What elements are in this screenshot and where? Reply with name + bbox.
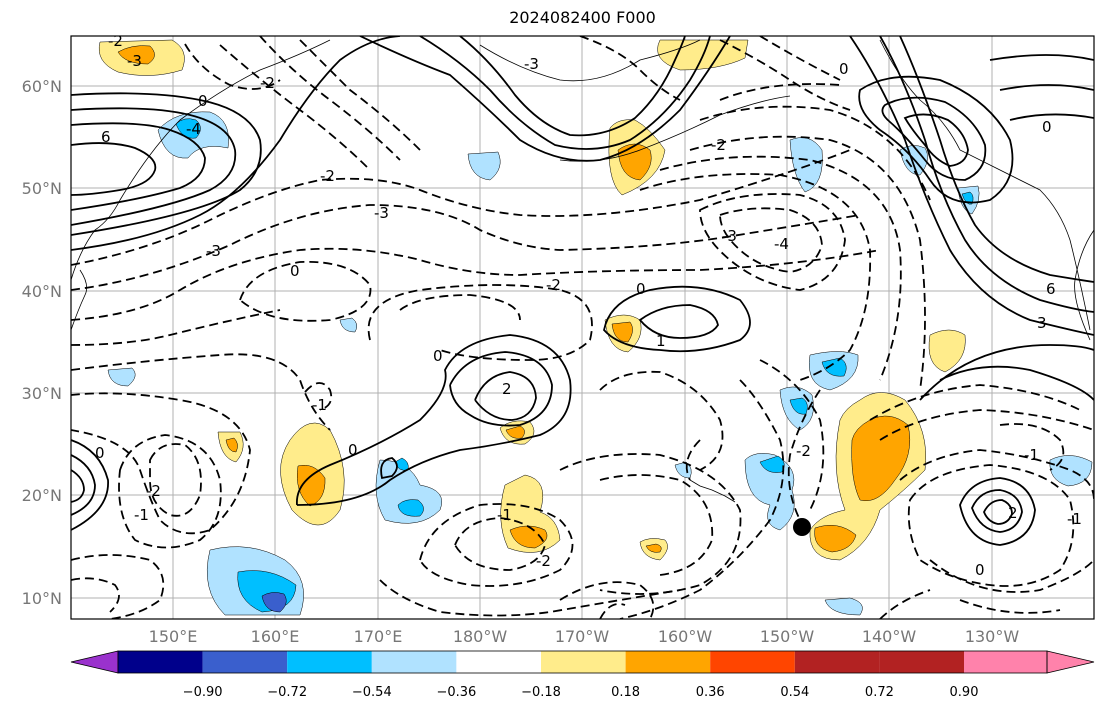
page-title: 2024082400 F000 xyxy=(509,8,656,27)
lat-tick-label: 20°N xyxy=(22,486,62,505)
colorbar-segment xyxy=(710,651,795,673)
lon-tick-label: 160°E xyxy=(251,627,300,646)
colorbar-segment xyxy=(118,651,203,673)
colorbar-segment xyxy=(202,651,288,673)
lat-tick-label: 60°N xyxy=(22,77,62,96)
contour-label: -2 xyxy=(796,442,811,460)
contour-label: -1 xyxy=(312,396,327,414)
contour-label: -3 xyxy=(206,242,221,260)
colorbar-segment xyxy=(287,651,372,673)
colorbar-label: −0.90 xyxy=(183,685,223,700)
contour-label: 0 xyxy=(636,280,646,298)
colorbar-segment xyxy=(879,651,964,673)
contour-label: 6 xyxy=(101,128,111,146)
contour-label: -1 xyxy=(1067,510,1082,528)
colorbar-label: −0.36 xyxy=(436,685,476,700)
contour-label: -2 xyxy=(320,167,335,185)
lon-tick-label: 150°E xyxy=(149,627,198,646)
colorbar-label: −0.18 xyxy=(521,685,561,700)
lat-tick-label: 10°N xyxy=(22,589,62,608)
contour-label: -1 xyxy=(134,506,149,524)
lon-axis: 150°E 160°E 170°E 180°W 170°W 160°W 150°… xyxy=(149,627,1020,646)
contour-label: 0 xyxy=(348,441,358,459)
colorbar: −0.90 −0.72 −0.54 −0.36 −0.18 0.18 0.36 … xyxy=(70,650,1095,700)
contour-label: 0 xyxy=(839,60,849,78)
contour-label: -1 xyxy=(497,506,512,524)
contour-label: -2 xyxy=(546,276,561,294)
contour-label: -1 xyxy=(1024,446,1039,464)
colorbar-arrow-left xyxy=(70,650,119,674)
contours-negative xyxy=(71,36,1094,619)
contour-label: 0 xyxy=(198,92,208,110)
contour-label: -2 xyxy=(108,32,123,50)
lon-tick-label: 150°W xyxy=(760,627,815,646)
contour-label: -3 xyxy=(524,55,539,73)
colorbar-labels: −0.90 −0.72 −0.54 −0.36 −0.18 0.18 0.36 … xyxy=(183,685,979,700)
colorbar-label: 0.72 xyxy=(865,685,894,700)
colorbar-segment xyxy=(794,651,880,673)
colorbar-arrow-right xyxy=(1046,650,1095,674)
lat-tick-label: 30°N xyxy=(22,384,62,403)
contours-positive xyxy=(71,36,1094,546)
colorbar-segment xyxy=(541,651,626,673)
map-frame xyxy=(70,35,1095,620)
contour-label: -2 xyxy=(260,74,275,92)
contour-label: -2 xyxy=(146,482,161,500)
lon-tick-label: 130°W xyxy=(965,627,1020,646)
contour-labels: -2 -3 -3 -2 0 -4 6 -2 -3 -3 0 0 -1 0 0 2… xyxy=(95,32,1082,579)
contour-label: -4 xyxy=(186,120,201,138)
contour-label: 0 xyxy=(433,347,443,365)
map-content: -2 -3 -3 -2 0 -4 6 -2 -3 -3 0 0 -1 0 0 2… xyxy=(71,32,1094,619)
contour-label: 6 xyxy=(1046,280,1056,298)
colorbar-frame xyxy=(117,650,1048,674)
colorbar-segment xyxy=(625,651,711,673)
colorbar-label: 0.90 xyxy=(950,685,979,700)
lat-axis: 60°N 50°N 40°N 30°N 20°N 10°N xyxy=(22,77,62,608)
colorbar-segment xyxy=(456,651,541,673)
contour-label: -2 xyxy=(711,136,726,154)
contour-label: 2 xyxy=(502,380,512,398)
colorbar-label: −0.72 xyxy=(267,685,307,700)
lon-tick-label: 180°W xyxy=(453,627,508,646)
lon-tick-label: 160°W xyxy=(658,627,713,646)
colorbar-label: 0.36 xyxy=(696,685,725,700)
colorbar-segment xyxy=(371,651,457,673)
lon-tick-label: 170°W xyxy=(555,627,610,646)
lon-tick-label: 140°W xyxy=(862,627,917,646)
contour-label: -3 xyxy=(374,204,389,222)
contour-label: 0 xyxy=(975,561,985,579)
lon-tick-label: 170°E xyxy=(354,627,403,646)
contour-label: 0 xyxy=(290,262,300,280)
lat-tick-label: 50°N xyxy=(22,179,62,198)
contour-label: -3 xyxy=(722,227,737,245)
contour-label: 0 xyxy=(95,444,105,462)
contour-label: -4 xyxy=(774,235,789,253)
contour-label: 0 xyxy=(1042,118,1052,136)
colorbar-label: 0.54 xyxy=(780,685,809,700)
colorbar-label: 0.18 xyxy=(611,685,640,700)
lat-tick-label: 40°N xyxy=(22,282,62,301)
colorbar-segment xyxy=(964,651,1047,673)
storm-center-marker xyxy=(793,518,811,536)
contour-label: -2 xyxy=(536,552,551,570)
contour-label: 2 xyxy=(1008,504,1018,522)
contour-label: 3 xyxy=(1037,314,1047,332)
contour-label: -3 xyxy=(127,52,142,70)
shaded-anomalies xyxy=(98,39,1093,616)
contour-label: 1 xyxy=(656,332,666,350)
colorbar-label: −0.54 xyxy=(352,685,392,700)
